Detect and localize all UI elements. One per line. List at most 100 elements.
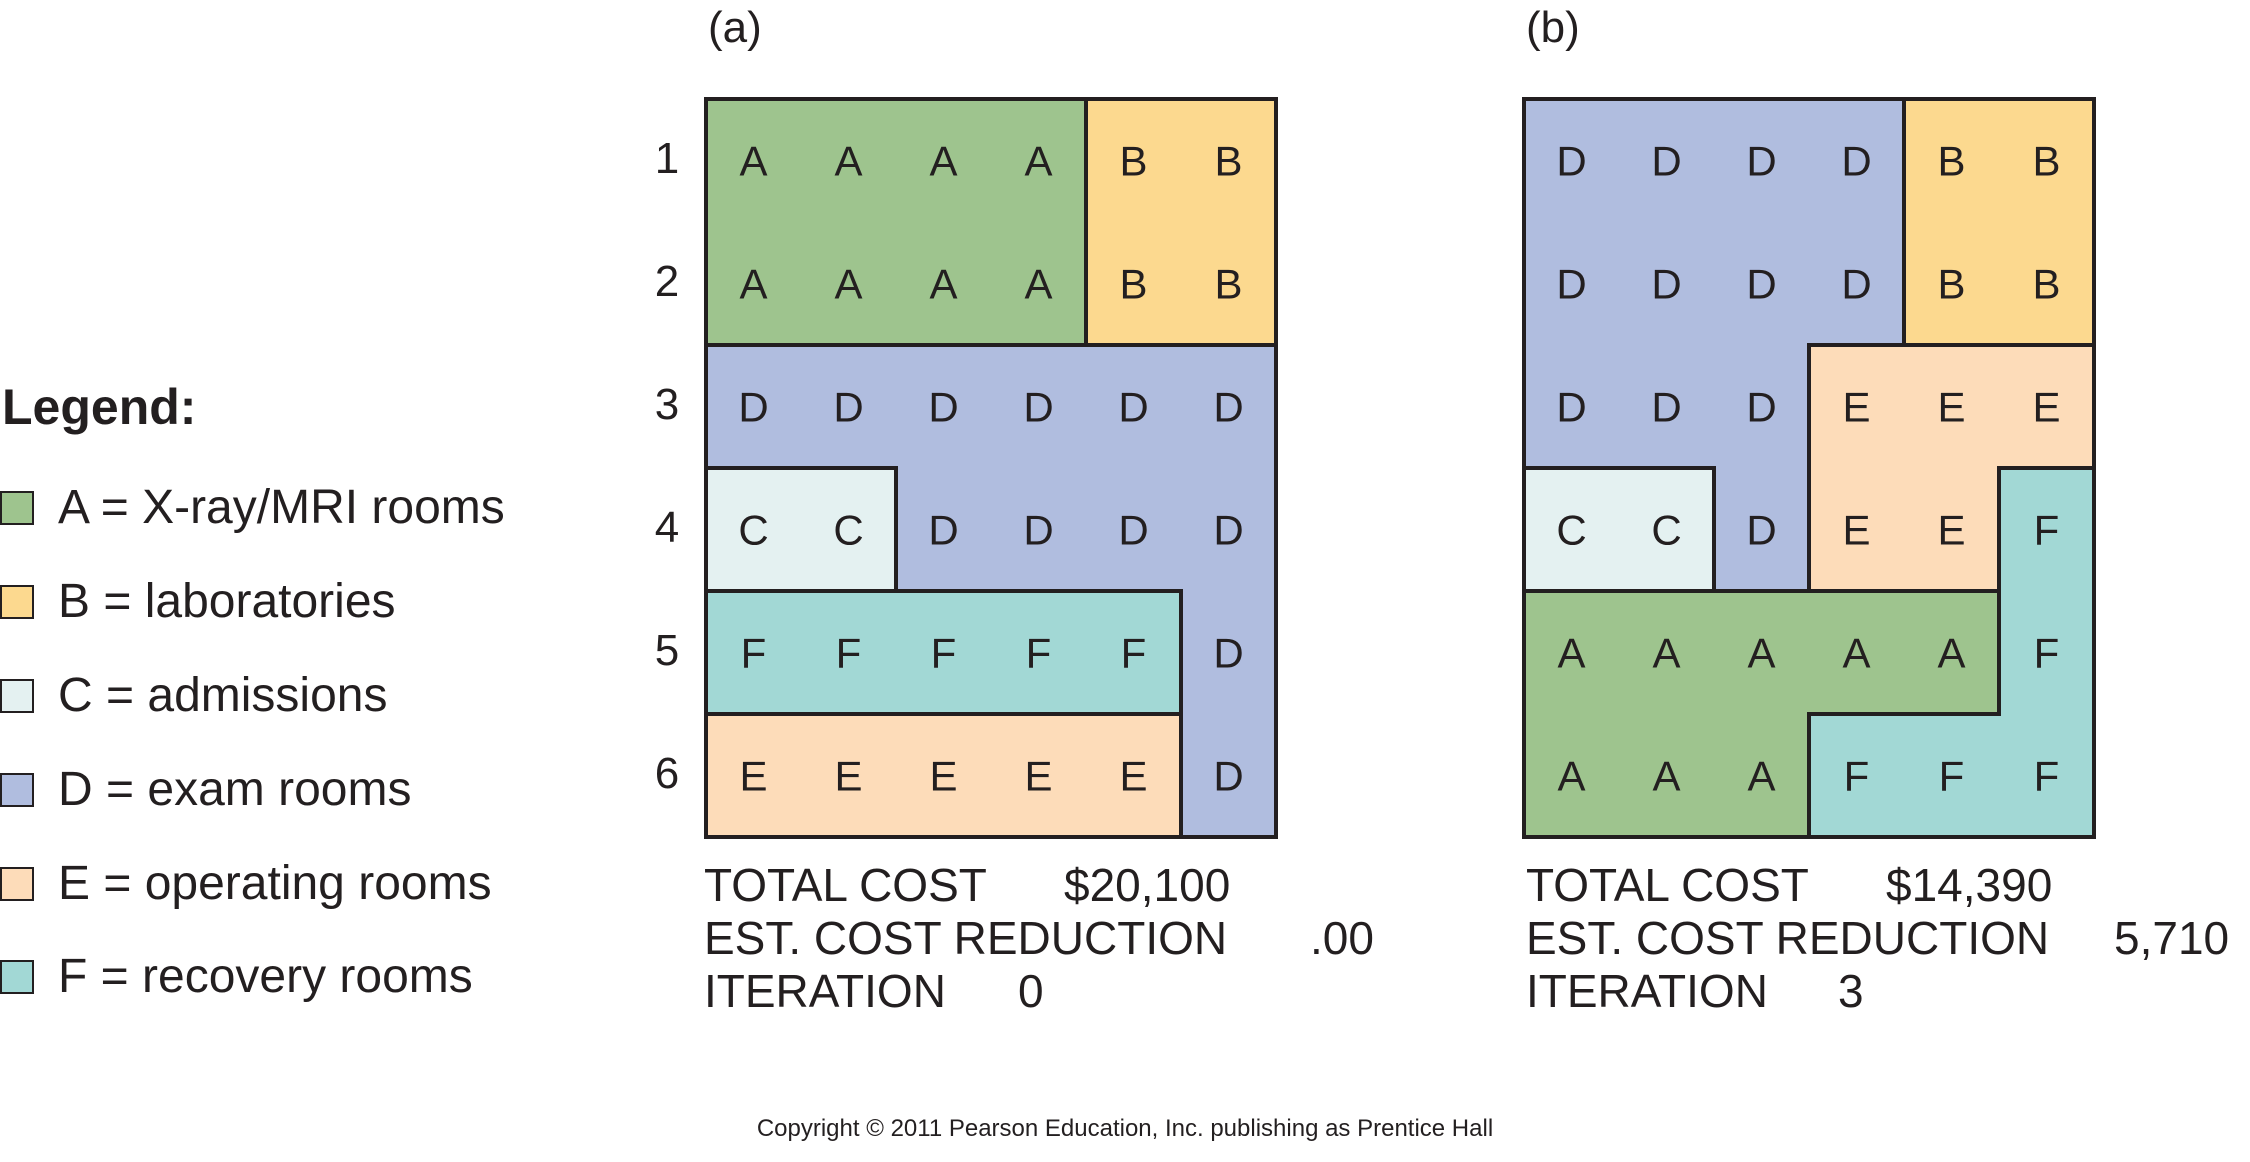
cell-b-r4-c3 [1714, 468, 1810, 592]
cell-label-a-r1-c5: B [1119, 138, 1147, 185]
cell-label-a-r5-c2: F [836, 630, 862, 677]
cell-b-r3-c1 [1524, 345, 1620, 469]
cell-label-b-r2-c3: D [1746, 261, 1776, 308]
cell-b-r2-c5 [1904, 222, 2000, 346]
floor-plan-outline [1522, 97, 2096, 839]
cell-b-r3-c2 [1619, 345, 1715, 469]
legend-item-b: B = laboratories [0, 572, 396, 632]
cell-label-b-r5-c5: A [1937, 630, 1965, 677]
legend-text-e: E = operating rooms [58, 857, 492, 910]
row-number-4: 4 [654, 503, 680, 552]
cell-a-r5-c1 [706, 591, 802, 715]
cell-b-r4-c1 [1524, 468, 1620, 592]
cell-label-a-r6-c5: E [1119, 753, 1147, 800]
panel-b-reduction-value: 5,710 [2114, 912, 2230, 964]
cell-label-a-r4-c1: C [738, 507, 768, 554]
cell-a-r4-c5 [1086, 468, 1182, 592]
cell-b-r6-c3 [1714, 714, 1810, 838]
cell-label-a-r4-c4: D [1023, 507, 1053, 554]
cell-label-a-r4-c6: D [1213, 507, 1243, 554]
cell-a-r4-c2 [801, 468, 897, 592]
cell-a-r1-c5 [1086, 99, 1182, 223]
cell-label-a-r2-c1: A [739, 261, 767, 308]
cell-label-a-r6-c3: E [929, 753, 957, 800]
cell-a-r4-c1 [706, 468, 802, 592]
cell-b-r6-c2 [1619, 714, 1715, 838]
cell-label-b-r1-c2: D [1651, 138, 1681, 185]
cell-label-a-r2-c5: B [1119, 261, 1147, 308]
cell-a-r2-c3 [896, 222, 992, 346]
cell-label-b-r5-c3: A [1747, 630, 1775, 677]
floor-plan-b: D D D D B B D D D D B B D D D E E E C C D E E F A A A A A F A A A F F F [1522, 97, 2096, 839]
cell-label-a-r6-c2: E [834, 753, 862, 800]
cell-a-r4-c6 [1181, 468, 1277, 592]
cell-label-a-r3-c1: D [738, 384, 768, 431]
legend-swatch-d [0, 773, 34, 807]
cell-label-b-r3-c1: D [1556, 384, 1586, 431]
cell-label-b-r6-c3: A [1747, 753, 1775, 800]
cell-b-r1-c5 [1904, 99, 2000, 223]
cell-label-a-r1-c4: A [1024, 138, 1052, 185]
panel-a-total-cost-value: $20,100 [1064, 859, 1231, 911]
row-number-2: 2 [654, 257, 680, 306]
legend-swatch-b [0, 585, 34, 619]
cell-a-r6-c5 [1086, 714, 1182, 838]
legend-text-b: B = laboratories [58, 575, 396, 628]
legend-text-d: D = exam rooms [58, 763, 412, 816]
cell-a-r5-c3 [896, 591, 992, 715]
cell-a-r6-c2 [801, 714, 897, 838]
legend-title: Legend: [2, 379, 197, 435]
cell-label-a-r1-c2: A [834, 138, 862, 185]
cell-a-r6-c3 [896, 714, 992, 838]
cell-label-b-r6-c2: A [1652, 753, 1680, 800]
cell-label-b-r2-c2: D [1651, 261, 1681, 308]
cell-label-a-r3-c6: D [1213, 384, 1243, 431]
legend-item-c: C = admissions [0, 666, 387, 726]
cell-label-b-r4-c1: C [1556, 507, 1586, 554]
cell-label-b-r3-c4: E [1842, 384, 1870, 431]
panel-a-reduction-value: .00 [1310, 912, 1374, 964]
cell-b-r2-c2 [1619, 222, 1715, 346]
cell-b-r1-c1 [1524, 99, 1620, 223]
cell-a-r1-c1 [706, 99, 802, 223]
cell-label-b-r3-c6: E [2032, 384, 2060, 431]
cell-a-r2-c4 [991, 222, 1087, 346]
panel-a-total-cost-label: TOTAL COST [704, 859, 987, 911]
cell-label-a-r3-c4: D [1023, 384, 1053, 431]
cell-b-r6-c1 [1524, 714, 1620, 838]
cell-fills [1524, 99, 2095, 838]
cell-label-a-r5-c3: F [931, 630, 957, 677]
cell-label-a-r3-c5: D [1118, 384, 1148, 431]
cell-label-a-r5-c5: F [1121, 630, 1147, 677]
cell-b-r4-c6 [1999, 468, 2095, 592]
cell-label-b-r2-c6: B [2032, 261, 2060, 308]
cell-b-r5-c6 [1999, 591, 2095, 715]
cell-a-r6-c6 [1181, 714, 1277, 838]
panel-a-iteration-value: 0 [1018, 965, 1044, 1017]
cell-label-b-r6-c6: F [2034, 753, 2060, 800]
cell-label-a-r2-c3: A [929, 261, 957, 308]
legend-text-f: F = recovery rooms [58, 950, 473, 1003]
cell-labels: D D D D B B D D D D B B D D D E E E C C D E E F A A A A A F A A A F F F [1556, 138, 2060, 800]
cell-b-r2-c1 [1524, 222, 1620, 346]
cell-label-b-r5-c6: F [2034, 630, 2060, 677]
cell-b-r4-c2 [1619, 468, 1715, 592]
cell-a-r6-c1 [706, 714, 802, 838]
panel-b-iteration-label: ITERATION [1526, 965, 1768, 1017]
row-number-6: 6 [654, 749, 680, 798]
cell-label-a-r4-c2: C [833, 507, 863, 554]
legend-item-a: A = X-ray/MRI rooms [0, 478, 505, 538]
cell-a-r2-c2 [801, 222, 897, 346]
department-boundaries [1522, 97, 2096, 839]
cell-a-r3-c6 [1181, 345, 1277, 469]
cell-label-b-r2-c5: B [1937, 261, 1965, 308]
cell-labels: A A A A B B A A A A B B D D D D D D C C D D D D F F F F F D E E E E E D [738, 138, 1243, 800]
cell-a-r2-c6 [1181, 222, 1277, 346]
cell-label-b-r5-c2: A [1652, 630, 1680, 677]
cell-label-b-r6-c5: F [1939, 753, 1965, 800]
panel-a-label: (a) [708, 3, 762, 52]
cell-a-r5-c5 [1086, 591, 1182, 715]
cell-label-a-r2-c6: B [1214, 261, 1242, 308]
cell-label-b-r6-c4: F [1844, 753, 1870, 800]
cell-a-r2-c1 [706, 222, 802, 346]
